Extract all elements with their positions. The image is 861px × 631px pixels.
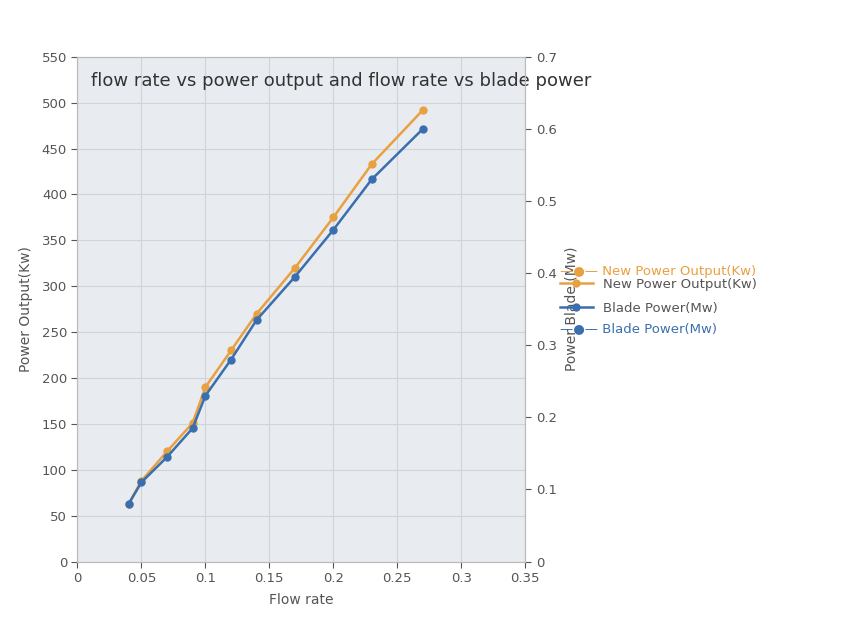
Blade Power(Mw): [251, 316, 262, 324]
Text: —●— Blade Power(Mw): —●— Blade Power(Mw): [560, 322, 716, 334]
Legend: New Power Output(Kw), Blade Power(Mw): New Power Output(Kw), Blade Power(Mw): [554, 272, 764, 321]
New Power Output(Kw): [226, 346, 236, 354]
Blade Power(Mw): [201, 392, 211, 399]
New Power Output(Kw): [251, 310, 262, 317]
New Power Output(Kw): [162, 447, 172, 455]
Blade Power(Mw): [367, 175, 377, 183]
Blade Power(Mw): [328, 226, 338, 233]
Blade Power(Mw): [290, 273, 300, 281]
Line: New Power Output(Kw): New Power Output(Kw): [125, 107, 426, 507]
New Power Output(Kw): [328, 214, 338, 221]
Blade Power(Mw): [188, 425, 198, 432]
New Power Output(Kw): [367, 160, 377, 168]
Blade Power(Mw): [123, 500, 133, 508]
New Power Output(Kw): [123, 500, 133, 507]
New Power Output(Kw): [188, 419, 198, 427]
Y-axis label: Power Output(Kw): Power Output(Kw): [19, 246, 34, 372]
Line: Blade Power(Mw): Blade Power(Mw): [125, 126, 426, 507]
New Power Output(Kw): [290, 264, 300, 272]
Blade Power(Mw): [162, 453, 172, 461]
Y-axis label: Power Blade (Mw): Power Blade (Mw): [565, 247, 579, 372]
Blade Power(Mw): [136, 478, 146, 486]
X-axis label: Flow rate: Flow rate: [269, 593, 333, 608]
New Power Output(Kw): [201, 384, 211, 391]
Text: —●— New Power Output(Kw): —●— New Power Output(Kw): [560, 265, 756, 278]
New Power Output(Kw): [136, 477, 146, 485]
New Power Output(Kw): [418, 106, 428, 114]
Blade Power(Mw): [418, 125, 428, 133]
Blade Power(Mw): [226, 356, 236, 363]
Text: flow rate vs power output and flow rate vs blade power: flow rate vs power output and flow rate …: [91, 72, 592, 90]
